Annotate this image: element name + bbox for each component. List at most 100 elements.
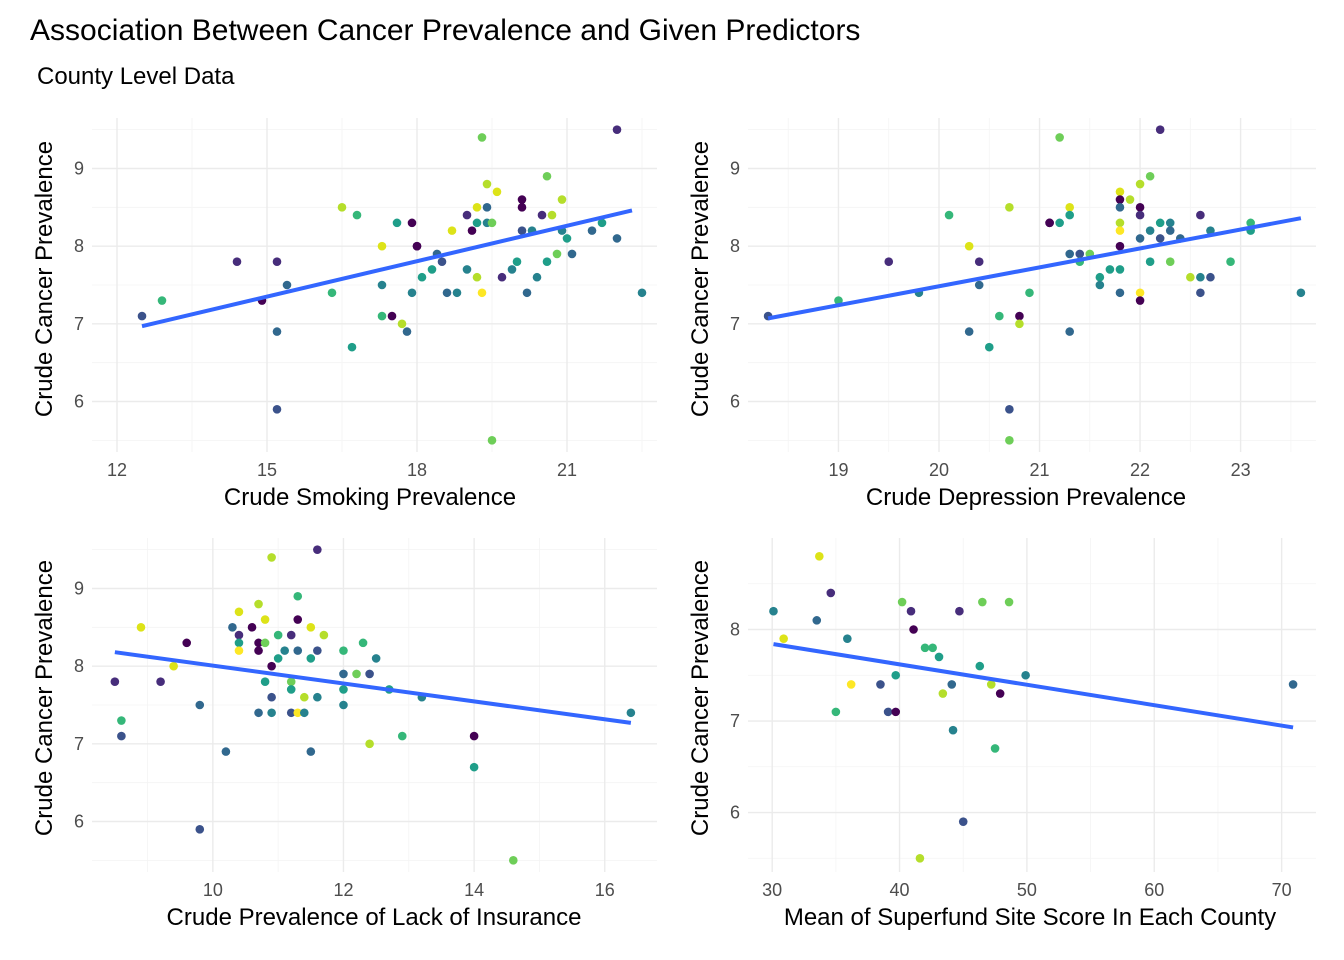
y-tick-label: 8 (730, 620, 740, 640)
data-point (339, 700, 348, 710)
data-point (1021, 670, 1030, 680)
data-point (1105, 265, 1115, 274)
data-point (234, 630, 244, 640)
x-tick-label: 12 (333, 880, 353, 900)
data-point (532, 272, 542, 282)
y-tick-label: 8 (74, 656, 84, 676)
y-tick-label: 8 (74, 236, 84, 256)
data-point (1206, 272, 1215, 282)
figure-subtitle: County Level Data (37, 63, 235, 90)
data-point (947, 680, 957, 689)
data-point (195, 824, 205, 834)
data-point (286, 630, 296, 640)
data-point (234, 646, 244, 655)
x-tick-label: 12 (107, 460, 127, 480)
data-point (975, 661, 985, 671)
data-point (407, 288, 417, 298)
data-point (293, 646, 303, 655)
data-point (1115, 265, 1125, 274)
data-point (1015, 311, 1024, 321)
y-tick-label: 6 (74, 392, 84, 412)
x-tick-label: 70 (1272, 880, 1292, 900)
data-point (1226, 257, 1235, 266)
data-point (358, 638, 368, 648)
data-point (232, 257, 242, 266)
data-point (267, 661, 276, 671)
data-point (447, 226, 457, 235)
data-point (512, 257, 522, 266)
data-point (234, 607, 244, 617)
y-tick-label: 6 (74, 812, 84, 832)
data-point (293, 708, 303, 718)
y-tick-label: 7 (730, 314, 740, 334)
data-point (377, 311, 387, 321)
data-point (339, 685, 348, 694)
data-point (1165, 257, 1175, 266)
y-tick-label: 7 (74, 734, 84, 754)
data-point (412, 241, 422, 251)
regression-line (114, 650, 632, 725)
data-point (234, 638, 244, 648)
data-point (1165, 226, 1175, 235)
data-point (387, 311, 397, 321)
data-point (1186, 272, 1195, 282)
data-point (1155, 234, 1165, 243)
data-point (974, 257, 984, 266)
regression-line (773, 642, 1294, 730)
y-axis-label: Crude Cancer Prevalence (687, 560, 714, 836)
data-point (1055, 218, 1064, 228)
data-point (562, 234, 572, 243)
data-point (883, 707, 893, 717)
data-point (891, 707, 901, 717)
data-point (1055, 133, 1064, 142)
data-point (407, 218, 417, 228)
x-axis-label: Mean of Superfund Site Score In Each Cou… (784, 904, 1276, 931)
data-point (517, 226, 527, 235)
data-point (944, 210, 954, 220)
data-point (377, 241, 387, 251)
data-point (974, 280, 984, 290)
data-point (469, 762, 479, 772)
data-point (876, 680, 885, 689)
data-point (928, 643, 937, 653)
data-point (1155, 125, 1165, 134)
x-tick-label: 23 (1231, 460, 1251, 480)
data-point (306, 623, 316, 632)
panel-superfund: 30 40 50 60 70 6 7 8 Mean of Superfund Site Scor… (687, 538, 1316, 931)
data-point (117, 716, 126, 725)
data-point (319, 630, 329, 640)
data-point (247, 623, 257, 632)
data-point (469, 731, 479, 741)
data-point (779, 634, 788, 643)
data-point (1045, 218, 1054, 228)
data-point (984, 342, 994, 352)
data-point (1125, 195, 1135, 204)
data-point (427, 265, 437, 274)
data-point (1015, 319, 1024, 329)
data-point (254, 638, 263, 648)
x-tick-label: 14 (464, 880, 484, 900)
data-point (306, 747, 316, 756)
data-point (1246, 218, 1255, 228)
data-point (313, 692, 322, 702)
data-point (1115, 241, 1125, 251)
data-point (906, 606, 916, 616)
data-point (1196, 210, 1205, 220)
y-tick-label: 7 (730, 711, 740, 731)
data-point (1005, 404, 1014, 414)
data-point (110, 677, 120, 686)
data-point (371, 654, 381, 663)
data-point (843, 634, 852, 643)
data-point (1135, 179, 1145, 189)
data-point (228, 623, 237, 632)
data-point (169, 661, 178, 671)
data-point (1196, 272, 1205, 282)
y-tick-label: 9 (74, 158, 84, 178)
data-point (392, 218, 402, 228)
data-point (437, 257, 447, 266)
x-tick-label: 60 (1144, 880, 1164, 900)
y-axis-label: Crude Cancer Prevalence (687, 141, 714, 417)
data-point (365, 669, 374, 679)
data-point (136, 623, 146, 632)
y-axis-label: Crude Cancer Prevalence (31, 141, 58, 417)
